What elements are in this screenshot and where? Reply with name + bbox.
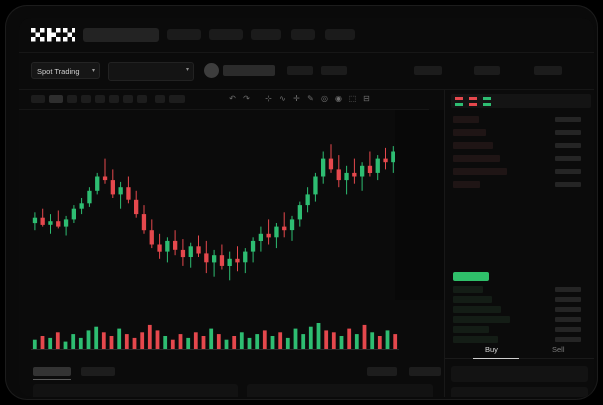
crosshair-icon[interactable]: ✛ [293,94,300,103]
interval-button-10[interactable] [169,95,185,103]
interval-button-9[interactable] [155,95,165,103]
bottom-tab-1[interactable] [33,367,71,376]
orderbook-bid-row[interactable] [453,336,498,343]
chart-toolbar: ↶ ↷ ⊹ ∿ ✛ ✎ ◎ ◉ ⬚ ⊟ [19,90,429,109]
interval-button-7[interactable] [123,95,133,103]
orderbook-ask-row[interactable] [453,155,500,162]
nav-item-1[interactable] [167,29,201,40]
okx-logo-icon[interactable] [31,28,75,42]
bottom-tab-active-indicator [33,379,71,380]
orderbook-bid-size [555,317,581,322]
orderbook-ask-size [555,182,581,187]
orderbook-ask-row[interactable] [453,181,480,188]
orderbook-bid-row[interactable] [453,306,501,313]
bottom-tab-2[interactable] [81,367,115,376]
orderbook-bid-size [555,297,581,302]
device-bezel: Spot Trading ▾ ▾ [5,5,598,400]
interval-button-2[interactable] [49,95,63,103]
tab-active-underline [473,358,519,359]
nav-item-2[interactable] [209,29,243,40]
interval-button-5[interactable] [95,95,105,103]
orderbook-asks-icon[interactable] [469,97,477,106]
tab-buy[interactable]: Buy [485,345,498,354]
orderbook-bids-icon[interactable] [483,97,491,106]
trash-icon[interactable]: ⊟ [363,94,370,103]
undo-icon[interactable]: ↶ [229,94,236,103]
orderbook-ask-size [555,156,581,161]
nav-item-4[interactable] [291,29,315,40]
orderbook-ask-row[interactable] [453,142,493,149]
screen: Spot Trading ▾ ▾ [19,18,594,397]
bottom-panel-right [247,384,433,397]
order-form-tabs: Buy Sell [445,342,594,360]
brush-icon[interactable]: ✎ [307,94,314,103]
volume-chart [19,315,429,363]
interval-button-4[interactable] [81,95,91,103]
cursor-icon[interactable]: ⊹ [265,94,272,103]
orderbook-ask-size [555,117,581,122]
top-divider [19,52,594,53]
orderbook-ask-size [555,169,581,174]
stat-change [321,66,347,75]
lock-icon[interactable]: ⬚ [348,94,357,103]
pair-selector[interactable]: ▾ [108,62,194,81]
orderbook-both-icon[interactable] [455,97,463,106]
orderbook-bid-row[interactable] [453,296,492,303]
orderbook-bid-row[interactable] [453,286,483,293]
stat-high [414,66,442,75]
redo-icon[interactable]: ↷ [243,94,250,103]
tab-underline-track [445,358,594,359]
stat-price [287,66,313,75]
orderbook-ask-row[interactable] [453,116,479,123]
chevron-down-icon: ▾ [91,68,95,74]
orderbook-ask-row[interactable] [453,168,507,175]
panel-edge-overlay [395,110,445,300]
orderbook-bid-size [555,287,581,292]
coin-avatar [204,63,219,78]
order-field-price[interactable] [451,366,588,382]
orderbook-bid-size [555,337,581,342]
stat-low [474,66,500,75]
column-divider [444,90,445,397]
price-chart[interactable] [19,110,429,315]
spread-indicator [453,272,489,281]
stat-volume [534,66,562,75]
nav-item-5[interactable] [325,29,355,40]
orderbook-ask-size [555,130,581,135]
trade-mode-selector[interactable]: Spot Trading ▾ [31,62,100,79]
orderbook-ask-size [555,143,581,148]
eye-icon[interactable]: ◉ [335,94,342,103]
nav-item-3[interactable] [251,29,281,40]
bottom-tab-4[interactable] [409,367,441,376]
bottom-panel-left [33,384,238,397]
orderbook-bid-size [555,327,581,332]
interval-button-1[interactable] [31,95,45,103]
pair-name-label [223,65,275,76]
magnet-icon[interactable]: ◎ [321,94,328,103]
orderbook-bid-row[interactable] [453,326,489,333]
market-divider [19,89,594,90]
toolbar-divider [19,109,429,110]
tab-sell[interactable]: Sell [552,345,565,354]
interval-button-3[interactable] [67,95,77,103]
interval-button-6[interactable] [109,95,119,103]
trade-mode-label: Spot Trading [37,67,80,76]
order-field-amount[interactable] [451,387,588,397]
chevron-down-icon: ▾ [185,67,189,73]
search-input[interactable] [83,28,159,42]
orderbook-bid-size [555,307,581,312]
orderbook-panel: Buy Sell [445,90,594,397]
trendline-icon[interactable]: ∿ [279,94,286,103]
market-bar: Spot Trading ▾ ▾ [19,53,594,89]
bottom-tab-3[interactable] [367,367,397,376]
orderbook-ask-row[interactable] [453,129,486,136]
interval-button-8[interactable] [137,95,147,103]
top-navigation-bar [19,18,594,52]
orderbook-bid-row[interactable] [453,316,510,323]
